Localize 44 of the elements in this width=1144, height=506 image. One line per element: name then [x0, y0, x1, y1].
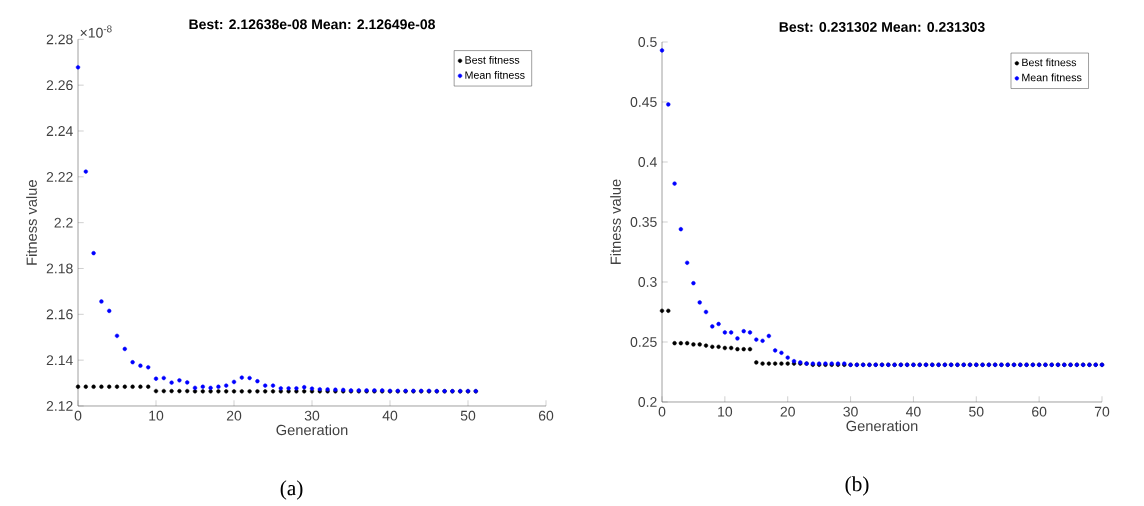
y-tick-label: 0.3 [638, 277, 657, 287]
x-axis-title: Generation [276, 424, 348, 436]
x-tick-label: 50 [460, 410, 476, 421]
x-tick-label: 10 [718, 406, 733, 417]
y-tick-label: 0.25 [630, 337, 657, 347]
legend-label: Best fitness [465, 55, 520, 64]
y-tick-label: 0.2 [638, 397, 657, 407]
x-axis-title: Generation [846, 420, 918, 432]
x-tick-label: 30 [304, 410, 320, 421]
text: (b) [845, 476, 869, 496]
x-tick-label: 20 [226, 410, 242, 421]
legend-label: Mean fitness [1022, 73, 1082, 82]
y-tick-label: 0.35 [630, 217, 657, 227]
legend-label: Best fitness [1022, 58, 1077, 67]
text: ×10$^{-8}$ [80, 25, 112, 38]
x-tick-label: 60 [1032, 406, 1047, 417]
y-tick-label: 0.5 [638, 37, 657, 47]
x-tick-label: 10 [149, 410, 164, 421]
text: (a) [280, 480, 303, 500]
x-tick-label: 30 [843, 406, 858, 417]
x-tick-label: 40 [905, 406, 921, 417]
y-tick-label: 2.18 [46, 263, 73, 274]
chart-title: Best: 2.12638e-08 Mean: 2.12649e-08 [189, 19, 435, 30]
y-tick-label: 0.4 [638, 157, 657, 167]
x-tick-label: 20 [780, 406, 795, 417]
y-axis-title: Fitness value [610, 179, 621, 264]
x-tick-label: 70 [1094, 406, 1110, 417]
chart-title: Best: 0.231302 Mean: 0.231303 [779, 22, 985, 32]
y-tick-label: 2.22 [46, 171, 73, 182]
y-tick-label: 0.45 [630, 97, 657, 107]
x-tick-label: 60 [538, 410, 554, 421]
y-tick-label: 2.14 [46, 355, 73, 366]
x-tick-label: 0 [74, 410, 82, 421]
y-tick-label: 2.16 [46, 309, 73, 320]
y-axis-title: Fitness value [26, 180, 37, 265]
legend-label: Mean fitness [465, 70, 525, 79]
y-tick-label: 2.24 [46, 126, 73, 136]
y-tick-label: 2.26 [46, 80, 73, 91]
x-tick-label: 40 [382, 410, 398, 421]
x-tick-label: 0 [658, 406, 666, 417]
y-tick-label: 2.12 [46, 401, 73, 411]
y-tick-label: 2.28 [46, 34, 73, 45]
y-tick-label: 2.2 [54, 217, 73, 228]
x-tick-label: 50 [969, 406, 984, 417]
